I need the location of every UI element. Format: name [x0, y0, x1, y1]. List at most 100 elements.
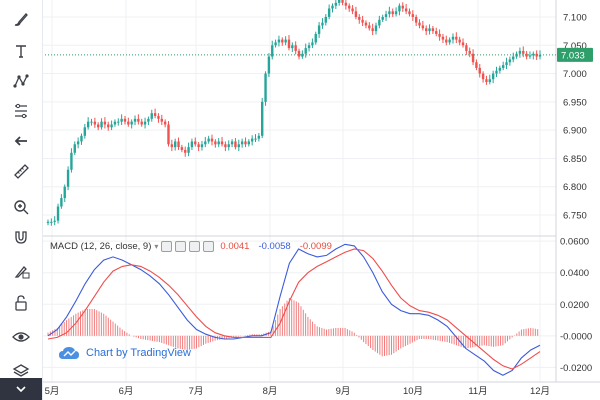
- candle-body: [281, 39, 284, 43]
- candle-body: [485, 79, 488, 83]
- signal-line: [47, 248, 541, 370]
- lock-draw-icon: [14, 266, 30, 279]
- candle-body: [501, 65, 505, 68]
- candle-body: [163, 121, 167, 125]
- tool-text-tool[interactable]: [6, 40, 36, 62]
- candle-body: [334, 2, 338, 6]
- candle-body: [448, 39, 451, 43]
- candle-body: [311, 42, 314, 46]
- tool-lock[interactable]: [6, 292, 36, 314]
- macd-legend-title: MACD (12, 26, close, 9): [50, 241, 152, 252]
- price-candles: [46, 0, 542, 226]
- legend-dropdown-icon[interactable]: ▾: [154, 242, 159, 251]
- tool-brush[interactable]: [6, 8, 36, 30]
- candle-body: [418, 22, 421, 26]
- candle-body: [358, 16, 361, 20]
- candle-body: [257, 135, 261, 139]
- candle-body: [53, 220, 56, 222]
- candle-body: [498, 67, 502, 71]
- candle-body: [525, 53, 528, 57]
- candle-body: [66, 169, 70, 187]
- candle-body: [321, 22, 324, 26]
- candle-body: [113, 121, 117, 125]
- candle-body: [495, 70, 498, 74]
- price-tick-label: 7.100: [563, 12, 587, 23]
- candle-body: [140, 121, 143, 125]
- collapse-toolbar-button[interactable]: [0, 378, 42, 400]
- candle-body: [284, 39, 287, 43]
- macd-tick-label: 0.0200: [560, 300, 589, 311]
- tool-pattern[interactable]: [6, 70, 36, 92]
- candle-body: [143, 121, 147, 125]
- more-options-icon[interactable]: [203, 241, 215, 252]
- tool-layers[interactable]: [6, 360, 36, 382]
- text-tool-icon: [16, 45, 26, 58]
- time-tick-label: 11月: [468, 386, 487, 397]
- candle-body: [120, 118, 123, 122]
- candle-body: [264, 73, 267, 102]
- tool-lock-draw[interactable]: [6, 260, 36, 282]
- candle-body: [532, 53, 535, 56]
- candle-body: [414, 16, 418, 23]
- candle-body: [197, 144, 200, 148]
- candle-body: [184, 149, 187, 153]
- candle-body: [461, 42, 465, 46]
- candle-body: [117, 121, 120, 123]
- zoom-icon: [14, 200, 29, 215]
- price-axis[interactable]: 7.100 7.050 7.000 6.950 6.900 6.850 6.800 6.750: [563, 12, 587, 221]
- candle-body: [130, 121, 133, 125]
- candle-body: [173, 141, 177, 148]
- candle-body: [381, 16, 384, 20]
- last-price-label: 7.033: [561, 50, 585, 61]
- candle-body: [123, 118, 127, 122]
- settings-icon[interactable]: [175, 241, 187, 252]
- candle-body: [217, 141, 220, 145]
- price-tick-label: 6.800: [563, 182, 587, 193]
- remove-indicator-icon[interactable]: [189, 241, 201, 252]
- tool-magnet[interactable]: [6, 226, 36, 248]
- candle-body: [431, 28, 435, 32]
- candle-body: [133, 118, 137, 122]
- brush-icon: [14, 13, 28, 26]
- candle-body: [348, 5, 351, 9]
- candle-body: [465, 45, 468, 51]
- candle-body: [167, 124, 170, 145]
- candle-body: [127, 121, 130, 125]
- tool-eye[interactable]: [6, 326, 36, 348]
- visibility-toggle-icon[interactable]: [161, 241, 173, 252]
- candle-body: [301, 53, 304, 57]
- candle-body: [451, 36, 455, 40]
- candle-body: [247, 141, 251, 145]
- candle-body: [287, 39, 291, 49]
- time-tick-label: 7月: [189, 386, 204, 397]
- candle-body: [441, 36, 445, 40]
- candle-body: [107, 124, 110, 128]
- candle-body: [60, 198, 63, 207]
- macd-tick-label: -0.0200: [560, 363, 592, 374]
- candle-body: [404, 8, 408, 12]
- candle-body: [170, 144, 174, 148]
- macd-axis[interactable]: 0.0600 0.0400 0.0200 -0.0000 -0.0200: [560, 237, 592, 374]
- candle-body: [83, 127, 87, 136]
- candle-body: [267, 56, 271, 74]
- tool-back-arrow[interactable]: [6, 130, 36, 152]
- tradingview-watermark[interactable]: Chart by TradingView: [58, 345, 191, 361]
- candle-body: [354, 11, 358, 17]
- candle-body: [344, 2, 348, 6]
- candle-body: [488, 79, 491, 83]
- candle-body: [512, 56, 515, 60]
- eye-icon: [12, 332, 30, 342]
- candle-body: [518, 50, 522, 54]
- tool-zoom[interactable]: [6, 196, 36, 218]
- candle-body: [240, 141, 244, 145]
- tool-measure-lines[interactable]: [6, 100, 36, 122]
- price-tick-label: 7.050: [563, 41, 587, 52]
- candle-body: [428, 28, 431, 32]
- candle-body: [230, 141, 234, 145]
- candle-body: [528, 55, 532, 57]
- tool-ruler[interactable]: [6, 160, 36, 182]
- macd-line-value: -0.0058: [258, 241, 291, 252]
- time-tick-label: 10月: [403, 386, 423, 397]
- time-axis[interactable]: 5月 6月 7月 8月 9月 10月 11月 12月: [45, 386, 550, 397]
